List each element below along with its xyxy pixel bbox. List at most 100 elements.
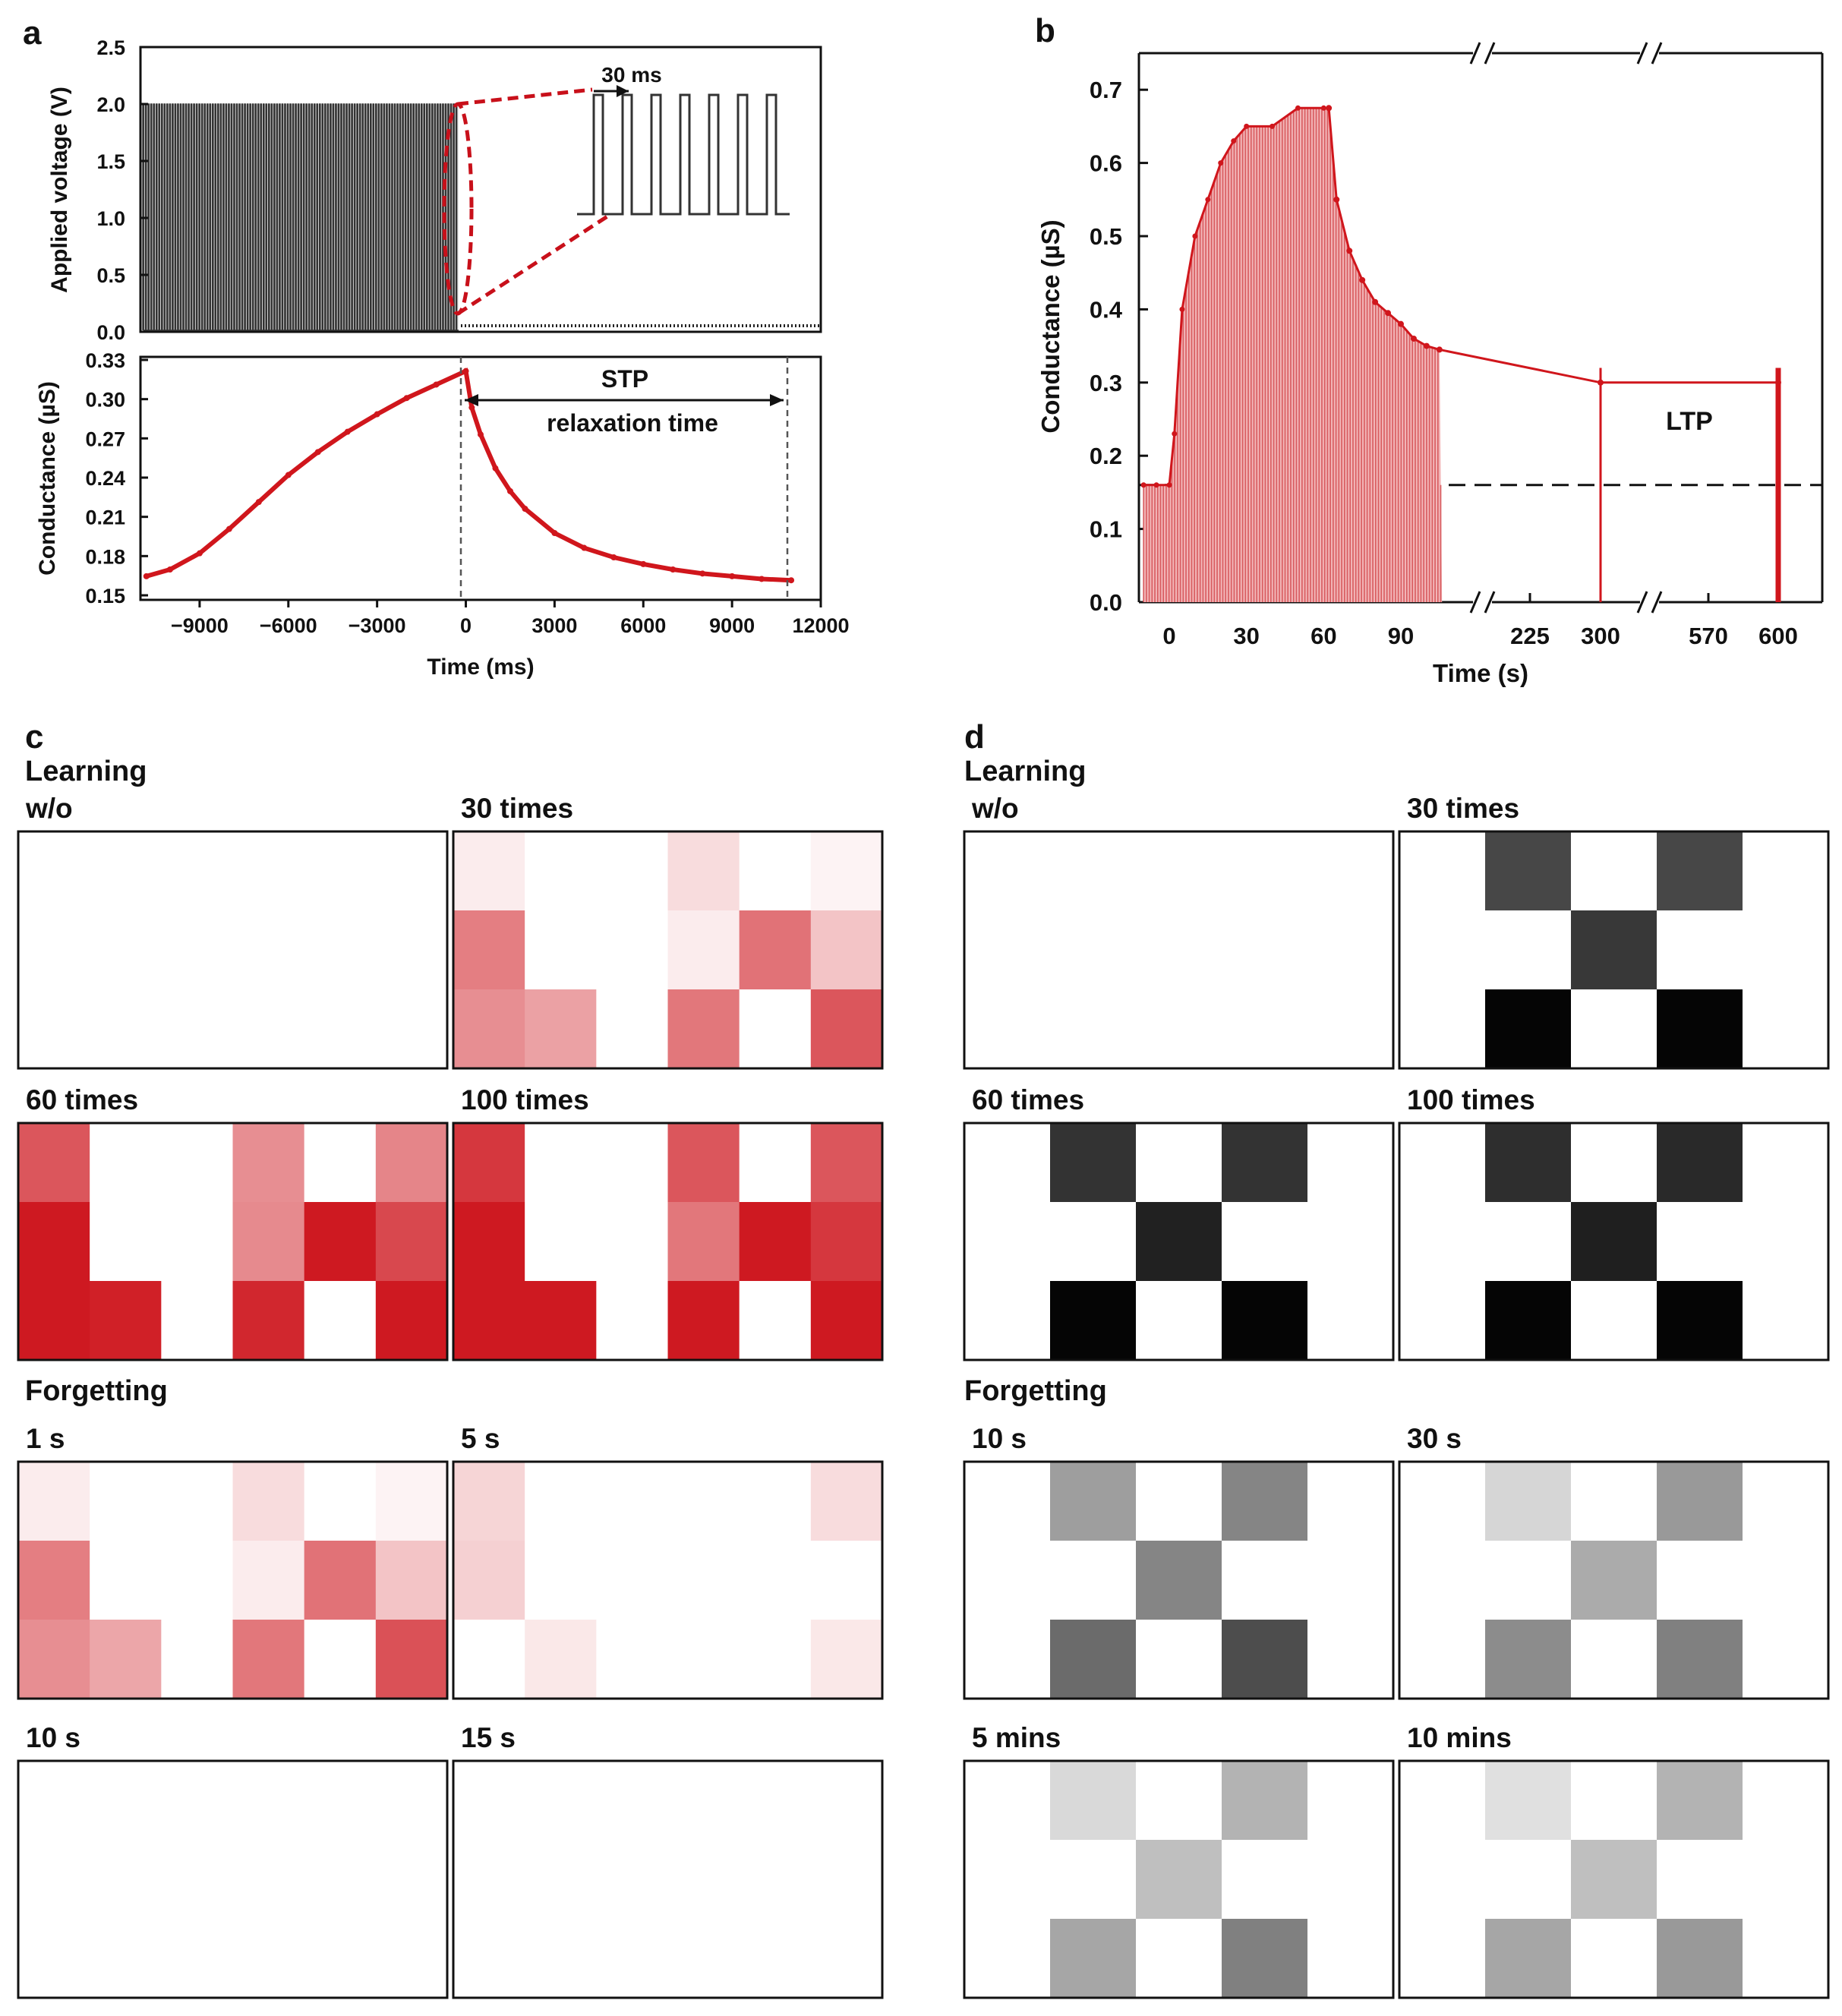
- panel-d-cell: [1136, 989, 1222, 1069]
- panel-c-grid-frame: [17, 830, 449, 1070]
- panel-c-grid-frame: [452, 1122, 884, 1361]
- panel-a-conductance-point: [699, 570, 706, 577]
- panel-b-learning-point: [1153, 482, 1159, 488]
- panel-c-cell: [667, 989, 740, 1069]
- panel-c-cell: [810, 1202, 883, 1282]
- panel-a-inset-label: 30 ms: [601, 63, 661, 87]
- panel-c-cell: [739, 1620, 812, 1699]
- panel-c-cell: [375, 1202, 448, 1282]
- panel-c-cell: [232, 1462, 305, 1541]
- panel-c-cell: [161, 1620, 233, 1699]
- panel-d-cell: [1657, 1123, 1743, 1203]
- panel-d-grid-title: 5 mins: [972, 1722, 1061, 1753]
- panel-a-top-ytick-label: 0.5: [96, 264, 125, 287]
- panel-d-cell: [1307, 1123, 1394, 1203]
- panel-d-cell: [1571, 1620, 1657, 1699]
- panel-c-cell: [304, 910, 377, 990]
- panel-a-conductance-point: [226, 525, 232, 532]
- panel-d-cell: [1743, 1541, 1829, 1620]
- panel-c-cell: [667, 1620, 740, 1699]
- panel-d-cell: [1136, 1123, 1222, 1203]
- panel-b-ylabel: Conductance (µS): [1036, 219, 1065, 433]
- panel-c-grid-title: 10 s: [26, 1722, 80, 1753]
- panel-b-learning-point: [1320, 105, 1326, 111]
- panel-c-cell: [525, 1541, 597, 1620]
- panel-c-cell: [810, 989, 883, 1069]
- panel-d-cell: [1399, 1761, 1486, 1841]
- panel-d-cell: [1307, 989, 1394, 1069]
- panel-c-cell: [18, 1919, 90, 1999]
- panel-c-cell: [667, 831, 740, 911]
- panel-d-cell: [1657, 1281, 1743, 1361]
- panel-d-learning-heading: Learning: [964, 756, 1086, 787]
- panel-d-cell: [1399, 1840, 1486, 1920]
- panel-c-cell: [18, 1462, 90, 1541]
- panel-d-cell: [1485, 1541, 1572, 1620]
- panel-c-cell: [810, 1462, 883, 1541]
- panel-d-cell: [1136, 1761, 1222, 1841]
- panel-d-grid-frame: [963, 830, 1395, 1070]
- panel-c-cell: [453, 1541, 525, 1620]
- panel-d-cell: [1136, 1840, 1222, 1920]
- panel-d-cell: [1743, 1761, 1829, 1841]
- panel-b-axes: 0.0 0.1 0.2 0.3 0.4 0.5 0.6 0.7 0 30 60 90 225 300 570…: [1090, 42, 1824, 649]
- panel-d-cell: [964, 1123, 1051, 1203]
- panel-c-cell: [18, 1541, 90, 1620]
- panel-a-conductance-point: [285, 472, 292, 478]
- panel-b-axis-break: [1651, 42, 1663, 65]
- panel-b-xtick-label: 570: [1689, 623, 1728, 649]
- panel-c-cell: [90, 1281, 162, 1361]
- panel-a-top-yticks: 0.0 0.5 1.0 1.5 2.0 2.5: [96, 36, 148, 344]
- panel-c-cell: [810, 831, 883, 911]
- panel-a-bottom-ytick-label: 0.15: [85, 585, 125, 607]
- panel-d-cell: [964, 1761, 1051, 1841]
- panel-b-ytick-label: 0.0: [1090, 589, 1122, 616]
- panel-d-cell: [1571, 1462, 1657, 1541]
- panel-c-cell: [161, 1919, 233, 1999]
- panel-c-cell: [304, 1761, 377, 1841]
- panel-b-xtick-label: 60: [1311, 623, 1336, 649]
- panel-b-ytick-label: 0.3: [1090, 370, 1122, 396]
- panel-c-cell: [161, 1462, 233, 1541]
- panel-a-bottom-frame: [139, 355, 822, 601]
- panel-c-cell: [90, 831, 162, 911]
- panel-c-cell: [739, 989, 812, 1069]
- panel-b-label: b: [1035, 12, 1055, 49]
- panel-d-cell: [1743, 1123, 1829, 1203]
- panel-c-cell: [596, 831, 668, 911]
- panel-a-conductance-line: [145, 368, 792, 583]
- panel-c-cell: [667, 1202, 740, 1282]
- panel-c-grid-title: 30 times: [461, 793, 573, 824]
- panel-c-cell: [739, 1462, 812, 1541]
- panel-b-learning-point: [1270, 123, 1276, 129]
- panel-b-ytick-label: 0.4: [1090, 296, 1123, 323]
- panel-a-bottom-ytick-label: 0.30: [85, 389, 125, 412]
- panel-c-cell: [18, 989, 90, 1069]
- panel-c-cell: [525, 910, 597, 990]
- panel-d-cell: [1307, 1761, 1394, 1841]
- panel-a-conductance-point: [640, 560, 647, 567]
- panel-c-cell: [375, 989, 448, 1069]
- panel-c-cell: [304, 1202, 377, 1282]
- panel-c-cell: [525, 1840, 597, 1920]
- panel-d-cell: [1050, 1202, 1137, 1282]
- panel-d-cell: [1307, 1462, 1394, 1541]
- panel-d-cell: [1136, 910, 1222, 990]
- panel-d-cell: [964, 1840, 1051, 1920]
- panel-c-grid-frame: [17, 1759, 449, 1999]
- panel-d-cell: [1657, 1620, 1743, 1699]
- panel-c-cell: [304, 1281, 377, 1361]
- panel-d-cell: [964, 1919, 1051, 1999]
- panel-b-learning-point: [1231, 138, 1237, 144]
- panel-c-cell: [525, 1281, 597, 1361]
- panel-b-decay-point: [1423, 342, 1430, 349]
- panel-c-cell: [161, 1761, 233, 1841]
- panel-d-cell: [964, 1620, 1051, 1699]
- panel-d-grids: w/o 30 times 60 times 100 times 10 s 30 s 5 mi…: [963, 793, 1830, 1999]
- panel-c-cell: [453, 1761, 525, 1841]
- panel-a-conductance-point: [788, 577, 795, 584]
- panel-b-ytick-label: 0.2: [1090, 443, 1122, 469]
- panel-a-conductance-point: [314, 449, 321, 456]
- panel-b-decay-point: [1385, 310, 1392, 317]
- panel-c-cell: [810, 1761, 883, 1841]
